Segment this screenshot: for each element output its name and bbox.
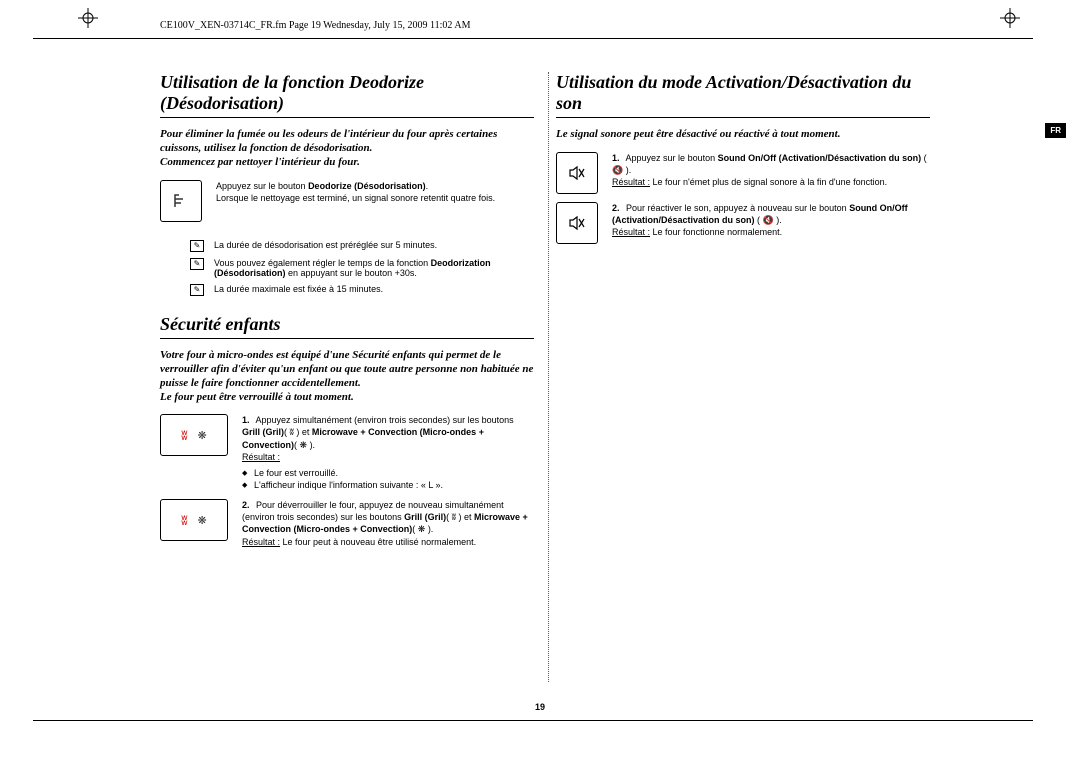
t: Pour réactiver le son, appuyez à nouveau… <box>626 203 849 213</box>
t: Appuyez sur le bouton <box>626 153 718 163</box>
step-text: Appuyez sur le bouton Deodorize (Désodor… <box>216 180 534 204</box>
left-column: Utilisation de la fonction Deodorize (Dé… <box>160 72 534 702</box>
step-text: 2. Pour déverrouiller le four, appuyez d… <box>242 499 534 548</box>
convection-icon: ❋ <box>198 429 207 442</box>
grill-icon: ʬ <box>181 513 187 528</box>
step-number: 1. <box>242 415 250 425</box>
t: Vous pouvez également régler le temps de… <box>214 258 431 268</box>
section-title-deodorize: Utilisation de la fonction Deodorize (Dé… <box>160 72 534 118</box>
step-childlock-1: ʬ ❋ 1. Appuyez simultanément (environ tr… <box>160 414 534 491</box>
t: La durée de désodorisation est préréglée… <box>214 240 437 250</box>
t: Sound On/Off (Activation/Désactivation d… <box>718 153 922 163</box>
result-label: Résultat : <box>612 227 650 237</box>
step-deodorize-1: Appuyez sur le bouton Deodorize (Désodor… <box>160 180 534 222</box>
top-rule <box>33 38 1033 39</box>
t: L'afficheur indique l'information suivan… <box>254 480 443 490</box>
note-icon: ✎ <box>190 258 204 270</box>
note-row: ✎ Vous pouvez également régler le temps … <box>190 258 534 278</box>
convection-icon: ❋ <box>198 514 207 527</box>
t: La durée maximale est fixée à 15 minutes… <box>214 284 383 294</box>
t: ). <box>623 165 631 175</box>
note-icon: ✎ <box>190 240 204 252</box>
grill-convection-icon: ʬ ❋ <box>160 414 228 456</box>
step-text: 1. Appuyez sur le bouton Sound On/Off (A… <box>612 152 930 188</box>
t: Grill (Gril) <box>404 512 446 522</box>
step-text: 1. Appuyez simultanément (environ trois … <box>242 414 534 491</box>
t: Le four fonctionne normalement. <box>650 227 782 237</box>
grill-convection-icon: ʬ ❋ <box>160 499 228 541</box>
page-number: 19 <box>535 702 545 712</box>
step-text: 2. Pour réactiver le son, appuyez à nouv… <box>612 202 930 238</box>
t: Le four peut à nouveau être utilisé norm… <box>280 537 476 547</box>
t: Deodorize (Désodorisation) <box>308 181 426 191</box>
sound-glyph-icon: 🔇 <box>612 165 623 175</box>
result-label: Résultat : <box>242 452 280 462</box>
grill-icon: ʬ <box>181 428 187 443</box>
note-row: ✎ La durée de désodorisation est prérégl… <box>190 240 534 252</box>
sound-off-icon <box>556 152 598 194</box>
sound-off-icon <box>556 202 598 244</box>
section-title-childlock: Sécurité enfants <box>160 314 534 340</box>
t: Appuyez simultanément (environ trois sec… <box>256 415 514 425</box>
step-sound-1: 1. Appuyez sur le bouton Sound On/Off (A… <box>556 152 930 194</box>
t: en appuyant sur le bouton +30s. <box>286 268 417 278</box>
note-icon: ✎ <box>190 284 204 296</box>
t: ) et <box>294 427 312 437</box>
framemaker-header: CE100V_XEN-03714C_FR.fm Page 19 Wednesda… <box>160 20 470 31</box>
bottom-rule <box>33 720 1033 721</box>
right-column: Utilisation du mode Activation/Désactiva… <box>556 72 930 702</box>
t: ). <box>425 524 433 534</box>
note-text: Vous pouvez également régler le temps de… <box>214 258 534 278</box>
t: ) et <box>456 512 474 522</box>
t: ). <box>307 440 315 450</box>
step-childlock-2: ʬ ❋ 2. Pour déverrouiller le four, appuy… <box>160 499 534 548</box>
t: Grill (Gril) <box>242 427 284 437</box>
intro-deodorize: Pour éliminer la fumée ou les odeurs de … <box>160 128 534 169</box>
t: ( <box>921 153 927 163</box>
bullet: L'afficheur indique l'information suivan… <box>242 479 534 491</box>
t: . <box>426 181 429 191</box>
crop-mark-icon <box>78 8 98 28</box>
t: ( <box>755 215 763 225</box>
t: ). <box>774 215 782 225</box>
page-content: Utilisation de la fonction Deodorize (Dé… <box>160 72 930 702</box>
step-number: 2. <box>242 500 250 510</box>
deodorize-icon <box>160 180 202 222</box>
step-number: 2. <box>612 203 620 213</box>
note-row: ✎ La durée maximale est fixée à 15 minut… <box>190 284 534 296</box>
t: Appuyez sur le bouton <box>216 181 308 191</box>
bullet: Le four est verrouillé. <box>242 467 534 479</box>
sound-glyph-icon: 🔇 <box>763 215 774 225</box>
t: Lorsque le nettoyage est terminé, un sig… <box>216 193 495 203</box>
convection-glyph-icon: ❋ <box>300 440 308 450</box>
language-tab: FR <box>1045 123 1066 138</box>
result-label: Résultat : <box>242 537 280 547</box>
step-sound-2: 2. Pour réactiver le son, appuyez à nouv… <box>556 202 930 244</box>
step-number: 1. <box>612 153 620 163</box>
crop-mark-icon <box>1000 8 1020 28</box>
intro-sound: Le signal sonore peut être désactivé ou … <box>556 128 930 142</box>
intro-childlock: Votre four à micro-ondes est équipé d'un… <box>160 349 534 404</box>
t: Le four n'émet plus de signal sonore à l… <box>650 177 887 187</box>
section-title-sound: Utilisation du mode Activation/Désactiva… <box>556 72 930 118</box>
result-label: Résultat : <box>612 177 650 187</box>
